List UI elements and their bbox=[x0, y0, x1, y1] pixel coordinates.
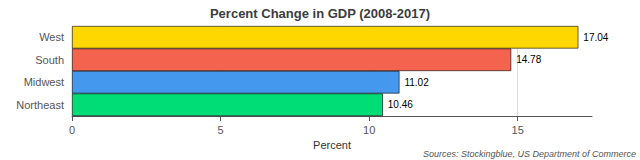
svg-text:10: 10 bbox=[363, 124, 375, 136]
svg-text:17.04: 17.04 bbox=[583, 32, 608, 43]
svg-text:West: West bbox=[39, 31, 64, 43]
svg-text:5: 5 bbox=[218, 124, 224, 136]
svg-text:10.46: 10.46 bbox=[388, 99, 413, 110]
svg-text:Midwest: Midwest bbox=[24, 76, 64, 88]
svg-text:15: 15 bbox=[512, 124, 524, 136]
svg-text:14.78: 14.78 bbox=[516, 54, 541, 65]
svg-text:0: 0 bbox=[69, 124, 75, 136]
svg-text:Northeast: Northeast bbox=[16, 99, 64, 111]
svg-text:Percent: Percent bbox=[313, 139, 351, 151]
svg-text:Percent Change in GDP (2008-20: Percent Change in GDP (2008-2017) bbox=[210, 6, 430, 21]
svg-text:Sources: Stockingblue, US Depa: Sources: Stockingblue, US Department of … bbox=[423, 149, 636, 159]
svg-text:11.02: 11.02 bbox=[404, 77, 429, 88]
svg-text:South: South bbox=[35, 54, 64, 66]
